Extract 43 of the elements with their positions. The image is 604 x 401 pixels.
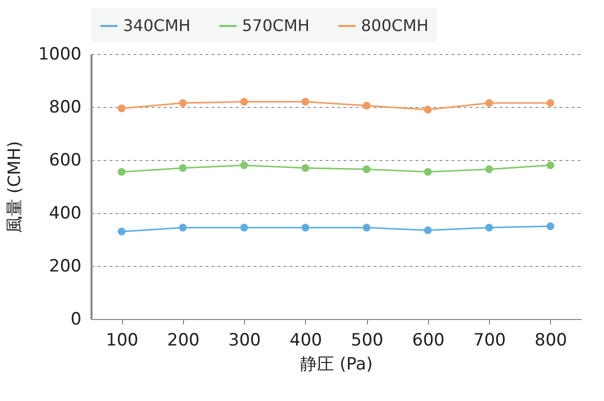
y-tick-label: 200 — [49, 256, 82, 276]
x-axis-title: 静圧 (Pa) — [300, 354, 373, 374]
point — [179, 99, 187, 107]
x-tick-label: 100 — [106, 330, 138, 350]
legend-label: 570CMH — [242, 16, 310, 35]
y-tick-label: 1000 — [38, 44, 82, 64]
x-tick-label: 600 — [412, 330, 445, 350]
y-axis-title: 風量 (CMH) — [5, 141, 26, 233]
point — [179, 164, 187, 172]
y-tick-label: 400 — [49, 204, 82, 224]
legend-label: 340CMH — [123, 16, 191, 35]
point — [424, 226, 432, 234]
point — [546, 99, 554, 107]
point — [424, 168, 432, 176]
point — [240, 161, 248, 170]
x-tick-label: 500 — [350, 330, 384, 350]
point — [302, 98, 310, 106]
point — [485, 99, 493, 107]
point — [485, 165, 493, 174]
x-tick-label: 400 — [290, 330, 322, 350]
point — [179, 224, 187, 232]
y-tick-label: 0 — [70, 310, 82, 330]
point — [118, 104, 126, 112]
point — [302, 164, 310, 172]
point — [546, 161, 554, 170]
point — [118, 228, 126, 236]
point — [546, 222, 554, 230]
x-tick-label: 800 — [534, 330, 568, 350]
point — [362, 165, 370, 174]
point — [485, 224, 493, 232]
point — [240, 224, 248, 232]
legend-label: 800CMH — [361, 16, 429, 35]
x-tick-label: 700 — [473, 330, 506, 350]
point — [240, 98, 248, 106]
point — [302, 224, 310, 232]
y-tick-label: 800 — [49, 98, 82, 118]
point — [362, 102, 370, 110]
y-tick-label: 600 — [49, 150, 82, 170]
point — [362, 224, 370, 232]
x-tick-label: 200 — [167, 330, 200, 350]
point — [424, 106, 432, 114]
point — [118, 168, 126, 176]
x-tick-label: 300 — [228, 330, 261, 350]
